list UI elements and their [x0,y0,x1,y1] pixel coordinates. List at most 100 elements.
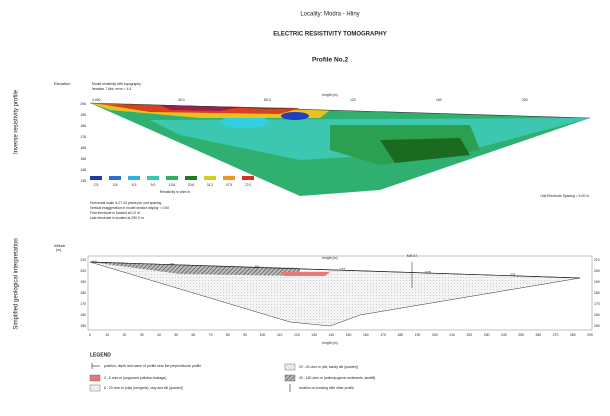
x-label: 60 [192,333,196,337]
axis-title: Altitude [54,244,65,248]
y-label: 196 [80,113,86,117]
y-label: 190 [80,280,86,284]
y-label: 210 [594,258,600,262]
locality: Locality: Modra - Hliny [300,12,359,18]
axis-title: length (m) [322,341,337,345]
surface-label: 176 [425,270,431,274]
legend-item: 6 - 20 ohm.m (clay (neogene), clay and s… [104,386,183,390]
scale-label: 20.6 [188,183,195,187]
y-label: 160 [594,313,600,317]
resistivity-section [89,102,591,196]
y-label: 136 [80,179,86,183]
scale-swatch [128,176,140,180]
y-label: 170 [594,302,600,306]
scale-swatch [204,176,216,180]
x-label: 220 [466,333,472,337]
surface-label: 40 [170,262,174,266]
scale-swatch [242,176,254,180]
note: Horizontal scale is 27.34 pixels per uni… [90,201,162,205]
scale-label: 47.5 [226,183,233,187]
profile: Profile No.2 [312,57,349,64]
side-label: Simplified geological interpretation [14,238,20,329]
y-label: 206 [80,102,86,106]
geology-section [87,255,593,331]
x-label: 280 [570,333,576,337]
y-label: 150 [594,324,600,328]
x-label: 250 [518,333,524,337]
x-label: 160 [436,98,442,102]
side-label: Inverse resistivity profile [14,89,20,154]
x-label: 190 [415,333,421,337]
y-label: 176 [80,135,86,139]
x-label: 90 [243,333,247,337]
x-label: 200 [432,333,438,337]
y-label: 180 [80,291,86,295]
x-label: 240 [501,333,507,337]
x-label: 50 [174,333,178,337]
y-label: 180 [594,291,600,295]
x-label: 120 [350,98,356,102]
caption: Iteration 7 Abs. error = 4.4 [92,87,131,91]
note: Unit Electrode Spacing = 5.00 m. [540,194,590,198]
x-label: 100 [260,333,266,337]
x-label: 160 [363,333,369,337]
scale-label: 9.0 [151,183,156,187]
x-label: 40.0 [178,98,185,102]
scale-swatch [166,176,178,180]
legend-item: 20 - 40 ohm.m (silt, sandy silt (quarter… [299,365,358,369]
x-label: 70 [209,333,213,337]
x-label: 180 [398,333,404,337]
x-label: 140 [329,333,335,337]
legend-symbols [89,363,296,392]
scale-swatch [147,176,159,180]
x-label: 30 [140,333,144,337]
legend-item: location of crossing with other profile [299,386,354,390]
note: Vertical exaggeration in model section d… [90,206,169,210]
scale-swatch [90,176,102,180]
scale-label: 2.5 [94,183,99,187]
y-label: 200 [80,269,86,273]
axis-title: length (m) [322,93,337,97]
x-label: 170 [380,333,386,337]
caption: Model resistivity with topography [92,82,141,86]
note: Last electrode is located at 290.0 m. [90,216,145,220]
crossing-label: MH-07 [407,254,417,258]
y-label: 166 [80,146,86,150]
x-label: 80 [226,333,230,337]
scale-title: Resistivity in ohm.m [160,190,190,194]
y-label: 146 [80,168,86,172]
y-label: 170 [80,302,86,306]
x-label: 40 [157,333,161,337]
x-label: 0 [89,333,91,337]
surface-label: 112 [340,268,346,272]
scale-label: 31.2 [207,183,214,187]
x-label: 110 [277,333,283,337]
x-label: 260 [535,333,541,337]
y-label: 210 [80,258,86,262]
x-label: 270 [553,333,559,337]
legend-title: LEGEND [90,352,111,358]
scale-swatch [223,176,235,180]
x-label: 290 [587,333,593,337]
surface-label: 80 [255,265,259,269]
scale-label: 13.6 [169,183,176,187]
scale-label: 3.8 [113,183,118,187]
note: First electrode is located at 0.0 m. [90,211,141,215]
x-label: 230 [484,333,490,337]
axis-title: length (m) [322,256,337,260]
y-label: 200 [594,269,600,273]
scale-label: 72.0 [245,183,252,187]
x-label: 20 [123,333,127,337]
x-label: 120 [294,333,300,337]
surface-label: 231 [510,273,516,277]
scale-swatch [109,176,121,180]
x-label: 0.000 [92,98,101,102]
x-label: 130 [311,333,317,337]
y-label: 186 [80,124,86,128]
title: ELECTRIC RESISTIVITY TOMOGRAPHY [273,32,386,38]
y-label: 150 [80,324,86,328]
axis-title: (m) [56,248,61,252]
axis-title: Elevation [54,81,70,86]
